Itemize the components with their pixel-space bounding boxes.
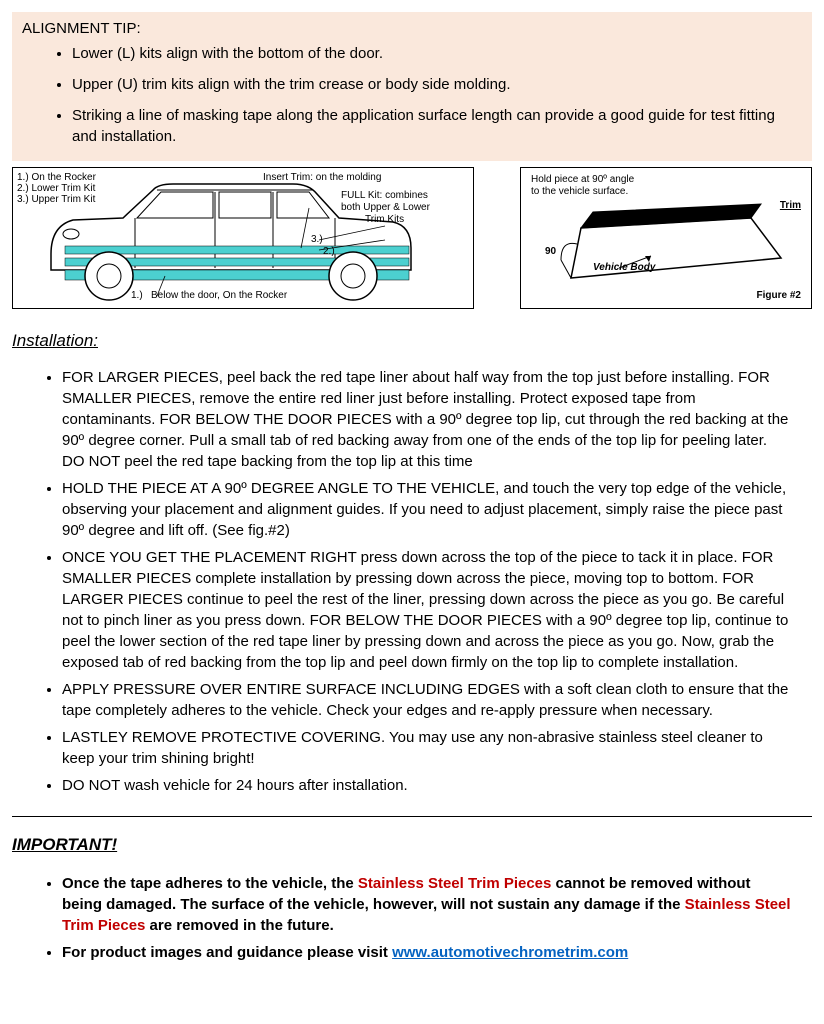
divider <box>12 816 812 817</box>
install-item: ONCE YOU GET THE PLACEMENT RIGHT press d… <box>62 547 792 673</box>
angle-text-2: to the vehicle surface. <box>531 186 628 198</box>
text: are removed in the future. <box>145 917 333 934</box>
num-1: 1.) <box>131 290 143 302</box>
fullkit-3: Trim Kits <box>365 214 404 226</box>
tip-list: Lower (L) kits align with the bottom of … <box>22 43 802 147</box>
insert-trim-label: Insert Trim: on the molding <box>263 172 381 184</box>
install-item: FOR LARGER PIECES, peel back the red tap… <box>62 367 792 472</box>
install-item: HOLD THE PIECE AT A 90º DEGREE ANGLE TO … <box>62 478 792 541</box>
angle-text-1: Hold piece at 90º angle <box>531 174 634 186</box>
angle-diagram: Hold piece at 90º angle to the vehicle s… <box>520 167 812 309</box>
important-item: For product images and guidance please v… <box>62 942 792 963</box>
install-item: DO NOT wash vehicle for 24 hours after i… <box>62 775 792 796</box>
car-diagram: 1.) On the Rocker 2.) Lower Trim Kit 3.)… <box>12 167 474 309</box>
text: Once the tape adheres to the vehicle, th… <box>62 875 358 892</box>
legend-3: 3.) Upper Trim Kit <box>17 194 95 206</box>
red-text: Stainless Steel Trim Pieces <box>358 875 551 892</box>
vehicle-body-label: Vehicle Body <box>593 262 655 274</box>
tip-title: ALIGNMENT TIP: <box>22 18 802 39</box>
tip-item: Lower (L) kits align with the bottom of … <box>72 43 802 64</box>
figure-label: Figure #2 <box>757 290 801 302</box>
install-item: LASTLEY REMOVE PROTECTIVE COVERING. You … <box>62 727 792 769</box>
alignment-tip-box: ALIGNMENT TIP: Lower (L) kits align with… <box>12 12 812 161</box>
install-item: APPLY PRESSURE OVER ENTIRE SURFACE INCLU… <box>62 679 792 721</box>
angle-90: 90 <box>545 246 556 258</box>
website-link[interactable]: www.automotivechrometrim.com <box>392 944 628 961</box>
fullkit-2: both Upper & Lower <box>341 202 430 214</box>
text: For product images and guidance please v… <box>62 944 392 961</box>
tip-item: Upper (U) trim kits align with the trim … <box>72 74 802 95</box>
num-2: 2.) <box>323 246 335 258</box>
important-title: IMPORTANT! <box>12 833 812 857</box>
tip-item: Striking a line of masking tape along th… <box>72 105 802 147</box>
below-door-label: Below the door, On the Rocker <box>151 290 287 302</box>
diagram-row: 1.) On the Rocker 2.) Lower Trim Kit 3.)… <box>12 167 812 309</box>
important-item: Once the tape adheres to the vehicle, th… <box>62 873 792 936</box>
installation-title: Installation: <box>12 329 812 353</box>
trim-label: Trim <box>780 200 801 212</box>
installation-list: FOR LARGER PIECES, peel back the red tap… <box>12 367 792 796</box>
important-list: Once the tape adheres to the vehicle, th… <box>12 873 792 963</box>
num-3: 3.) <box>311 234 323 246</box>
fullkit-1: FULL Kit: combines <box>341 190 428 202</box>
